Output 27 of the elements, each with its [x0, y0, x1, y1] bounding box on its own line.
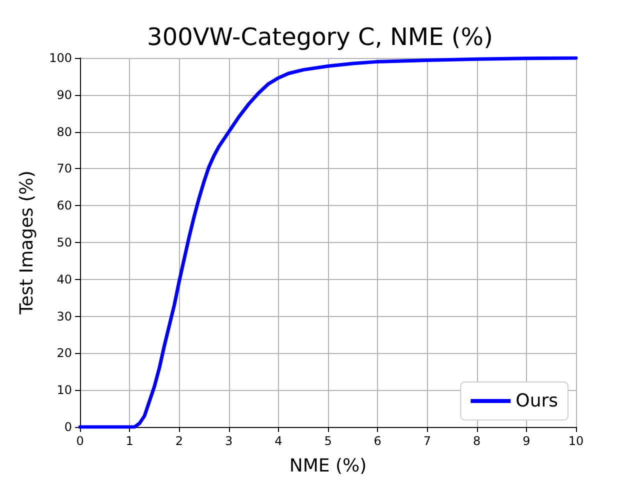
y-tick-label: 100: [49, 51, 72, 65]
y-tick-label: 50: [56, 236, 72, 250]
x-axis-title: NME (%): [289, 456, 367, 476]
line-series: [78, 56, 578, 429]
y-tick-label: 0: [64, 420, 72, 434]
x-tick-label: 7: [423, 434, 432, 448]
legend-label: Ours: [516, 390, 558, 412]
y-tick-label: 70: [56, 162, 72, 176]
x-tick-label: 2: [175, 434, 184, 448]
y-tick-label: 30: [56, 309, 72, 324]
chart-title: 300VW-Category C, NME (%): [147, 23, 493, 51]
x-tick-label: 10: [568, 434, 584, 448]
x-tick-label: 9: [522, 434, 530, 448]
x-tick-label: 3: [224, 434, 233, 448]
y-tick-label: 40: [56, 272, 72, 286]
y-axis-title: Test Images (%): [16, 170, 38, 316]
y-tick-label: 80: [56, 124, 72, 139]
x-tick-label: 0: [76, 434, 84, 448]
x-tick-label: 1: [126, 434, 134, 448]
y-tick-label: 20: [56, 346, 72, 360]
x-tick-label: 5: [324, 434, 332, 448]
x-tick-label: 6: [374, 434, 382, 448]
y-tick-label: 10: [56, 383, 72, 398]
x-tick-label: 8: [472, 434, 481, 448]
y-tick-label: 90: [56, 88, 72, 102]
x-tick-label: 4: [274, 434, 282, 448]
y-tick-label: 60: [56, 198, 72, 213]
